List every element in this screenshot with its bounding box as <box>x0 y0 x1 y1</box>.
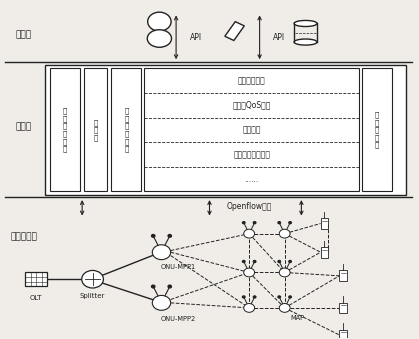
Circle shape <box>253 260 256 262</box>
Text: 多等级QoS服务: 多等级QoS服务 <box>233 101 271 110</box>
Circle shape <box>279 229 290 238</box>
Text: 基础设施层: 基础设施层 <box>10 233 37 241</box>
Text: 功
能
控
制
模
块: 功 能 控 制 模 块 <box>124 107 129 152</box>
Circle shape <box>168 235 171 237</box>
Bar <box>321 247 328 258</box>
Bar <box>321 218 328 229</box>
Bar <box>84 68 107 192</box>
Bar <box>362 68 392 192</box>
Text: 数
据
库: 数 据 库 <box>93 119 98 141</box>
Circle shape <box>243 296 245 298</box>
Bar <box>339 302 347 313</box>
Bar <box>44 65 406 195</box>
Bar <box>339 330 347 339</box>
Circle shape <box>244 268 255 277</box>
Bar <box>144 68 360 192</box>
Bar <box>339 271 347 281</box>
Text: 流
表
管
理
器: 流 表 管 理 器 <box>375 111 379 148</box>
Circle shape <box>253 222 256 224</box>
Text: ......: ...... <box>245 175 259 184</box>
Circle shape <box>244 303 255 312</box>
Ellipse shape <box>147 30 171 47</box>
Text: Openflow协议: Openflow协议 <box>226 202 272 211</box>
Ellipse shape <box>294 39 317 45</box>
Circle shape <box>152 235 155 237</box>
Circle shape <box>289 296 291 298</box>
Circle shape <box>152 285 155 288</box>
Circle shape <box>82 271 103 288</box>
Text: API: API <box>189 33 202 42</box>
Text: 网络编码策略控制: 网络编码策略控制 <box>233 150 270 159</box>
Circle shape <box>244 229 255 238</box>
Circle shape <box>243 222 245 224</box>
Circle shape <box>168 285 171 288</box>
Bar <box>50 68 80 192</box>
Circle shape <box>289 222 291 224</box>
Circle shape <box>253 296 256 298</box>
Bar <box>111 68 142 192</box>
Circle shape <box>243 260 245 262</box>
Circle shape <box>152 295 171 310</box>
Text: ONU-MPP2: ONU-MPP2 <box>160 316 196 322</box>
Circle shape <box>278 296 280 298</box>
Circle shape <box>278 260 280 262</box>
Circle shape <box>152 245 171 260</box>
Text: API: API <box>273 33 285 42</box>
Text: OLT: OLT <box>30 295 42 301</box>
Text: 网络拓扑管理: 网络拓扑管理 <box>238 76 266 85</box>
Circle shape <box>279 268 290 277</box>
Text: ONU-MPP1: ONU-MPP1 <box>160 264 196 271</box>
Text: 路由算法: 路由算法 <box>243 125 261 134</box>
Bar <box>25 272 47 286</box>
Ellipse shape <box>294 20 317 26</box>
Text: 控制层: 控制层 <box>16 123 32 132</box>
Circle shape <box>279 303 290 312</box>
Circle shape <box>289 260 291 262</box>
Text: Splitter: Splitter <box>80 293 105 299</box>
Polygon shape <box>225 22 244 40</box>
Text: MAP: MAP <box>290 315 304 321</box>
Text: 应用层: 应用层 <box>16 30 32 39</box>
Circle shape <box>278 222 280 224</box>
Text: 网
络
监
测
模
块: 网 络 监 测 模 块 <box>63 107 67 152</box>
Circle shape <box>147 12 171 31</box>
